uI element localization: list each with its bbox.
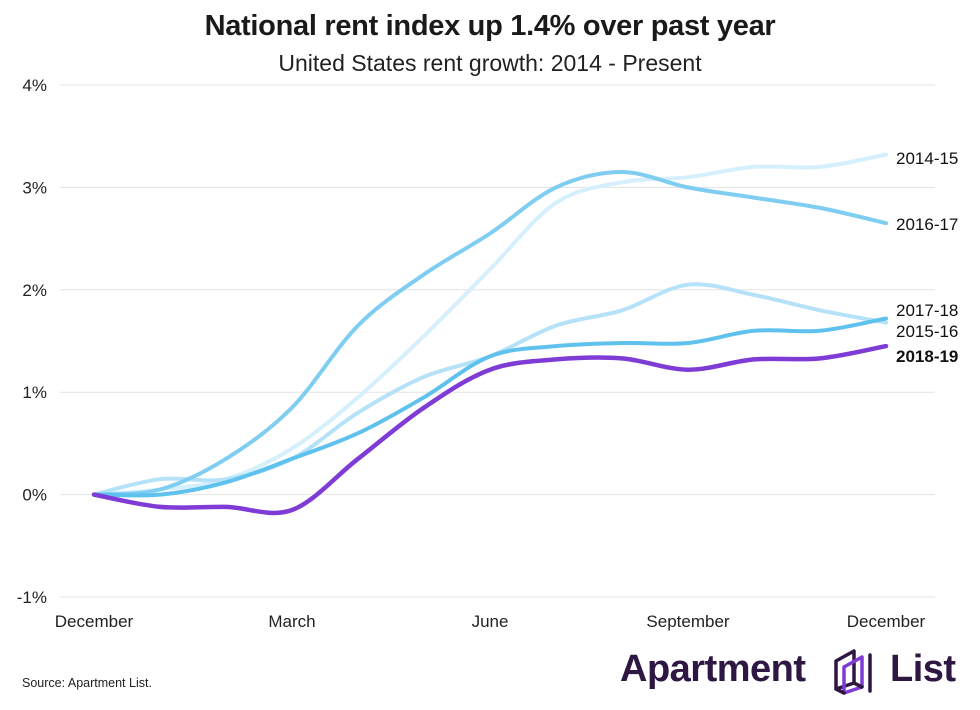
- series-label-2018-19: 2018-19: [896, 347, 958, 366]
- series-line-2016-17: [92, 170, 888, 497]
- series-line-2014-15: [92, 152, 888, 497]
- x-tick-label: December: [847, 612, 926, 631]
- series-line-2015-16: [92, 282, 888, 497]
- series-label-2016-17: 2016-17: [896, 215, 958, 234]
- series-label-2014-15: 2014-15: [896, 149, 958, 168]
- series-line-2018-19: [91, 343, 889, 516]
- x-tick-label: June: [472, 612, 509, 631]
- x-tick-label: September: [646, 612, 729, 631]
- logo-word-apartment: Apartment: [620, 648, 806, 690]
- building-icon: [834, 649, 872, 695]
- source-note: Source: Apartment List.: [22, 676, 152, 690]
- series-label-2017-18: 2017-18: [896, 301, 958, 320]
- x-tick-label: March: [268, 612, 315, 631]
- x-tick-label: December: [55, 612, 134, 631]
- chart-title: National rent index up 1.4% over past ye…: [204, 10, 776, 42]
- x-tick-labels: December March June September December: [55, 612, 926, 631]
- series-labels: 2014-15 2015-16 2016-17 2017-18 2018-19: [896, 149, 958, 366]
- series-lines: [91, 152, 889, 516]
- series-line-2017-18: [92, 316, 888, 498]
- logo-word-list: List: [890, 648, 956, 690]
- apartment-list-logo: Apartment List: [620, 647, 965, 697]
- chart-subtitle: United States rent growth: 2014 - Presen…: [278, 50, 702, 76]
- y-tick-label: 2%: [22, 281, 47, 300]
- y-tick-label: 1%: [22, 383, 47, 402]
- gridlines: [60, 84, 935, 598]
- series-label-2015-16: 2015-16: [896, 322, 958, 341]
- y-tick-labels: -1% 0% 1% 2% 3% 4%: [17, 76, 47, 607]
- y-tick-label: 3%: [22, 178, 47, 197]
- y-tick-label: 0%: [22, 486, 47, 505]
- y-tick-label: -1%: [17, 588, 47, 607]
- y-tick-label: 4%: [22, 76, 47, 95]
